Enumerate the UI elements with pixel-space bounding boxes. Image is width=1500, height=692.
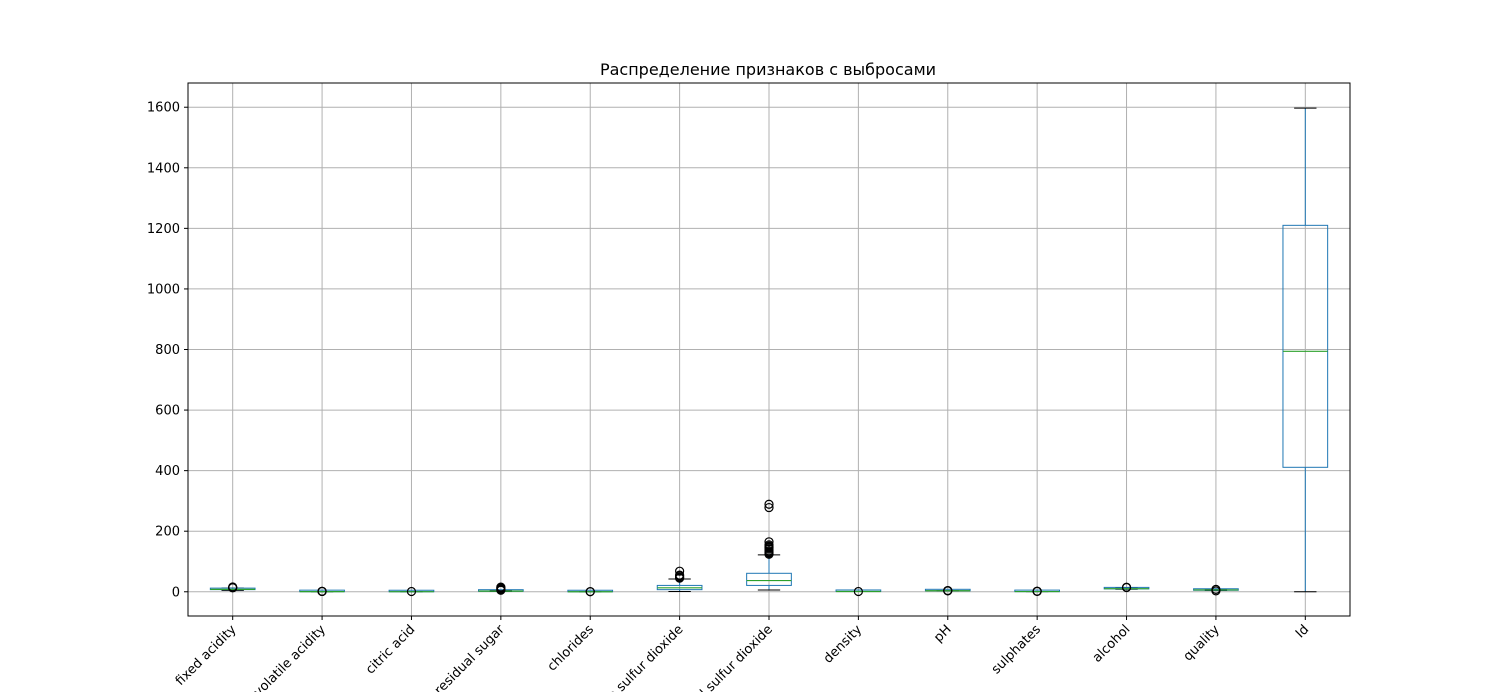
box-residual-sugar — [478, 582, 524, 595]
x-axis: fixed acidity volatile acidity citric acid… — [173, 616, 1312, 692]
box-volatile-acidity — [299, 586, 345, 597]
outlier-point — [764, 540, 774, 550]
x-tick-label: quality — [1181, 622, 1223, 664]
y-tick-label: 1400 — [147, 161, 180, 176]
outlier-point — [1121, 582, 1132, 592]
box-total-sulfur-dioxide — [746, 499, 792, 591]
box-fixed-acidity — [209, 582, 256, 593]
x-tick-label: pH — [931, 622, 954, 645]
outlier-point — [1211, 584, 1221, 594]
outlier-point — [675, 566, 685, 576]
y-tick-label: 1600 — [147, 101, 180, 116]
y-axis: 0 200 400 600 800 1000 1200 1400 1600 — [147, 101, 188, 600]
iqr-box — [1282, 224, 1329, 468]
outlier-point — [853, 586, 863, 597]
outlier-point — [585, 586, 595, 597]
box-free-sulfur-dioxide — [656, 566, 703, 592]
x-tick-label: citric acid — [363, 622, 418, 677]
outlier-point — [228, 582, 238, 592]
x-tick-label: free sulfur dioxide — [593, 622, 687, 692]
y-tick-label: 800 — [155, 343, 180, 358]
box-quality — [1193, 584, 1239, 596]
y-tick-label: 1000 — [147, 282, 180, 297]
box-alcohol — [1103, 582, 1150, 593]
x-tick-label: chlorides — [545, 622, 597, 674]
box-chlorides — [567, 586, 614, 597]
outlier-point — [943, 585, 953, 596]
box-citric-acid — [388, 586, 435, 597]
y-tick-label: 400 — [155, 464, 180, 479]
outlier-point — [764, 537, 774, 547]
y-tick-label: 1200 — [147, 222, 180, 237]
x-tick-label: sulphates — [989, 622, 1044, 677]
x-tick-label: volatile acidity — [251, 622, 329, 692]
x-tick-label: alcohol — [1090, 622, 1133, 665]
x-tick-label: density — [821, 622, 866, 667]
x-tick-label: Id — [1293, 622, 1312, 641]
box-sulphates — [1014, 586, 1060, 597]
outlier-point — [675, 570, 685, 580]
x-tick-label: fixed acidity — [173, 622, 240, 689]
outlier-point — [764, 502, 774, 513]
box-density — [835, 586, 882, 597]
outlier-point — [1032, 586, 1042, 596]
boxes-layer — [209, 107, 1329, 597]
box-id — [1282, 107, 1329, 593]
outlier-point — [406, 586, 417, 597]
iqr-box — [746, 572, 792, 586]
outlier-point — [496, 582, 506, 592]
outlier-point — [317, 586, 327, 596]
grid-layer — [188, 83, 1350, 616]
outlier-point — [764, 499, 774, 509]
y-tick-label: 0 — [172, 585, 180, 600]
box-ph — [924, 585, 971, 596]
chart-title: Распределение признаков с выбросами — [600, 60, 936, 79]
x-tick-label: residual sugar — [432, 622, 508, 692]
y-tick-label: 600 — [155, 404, 180, 419]
x-tick-label: total sulfur dioxide — [679, 622, 776, 692]
y-tick-label: 200 — [155, 525, 180, 540]
